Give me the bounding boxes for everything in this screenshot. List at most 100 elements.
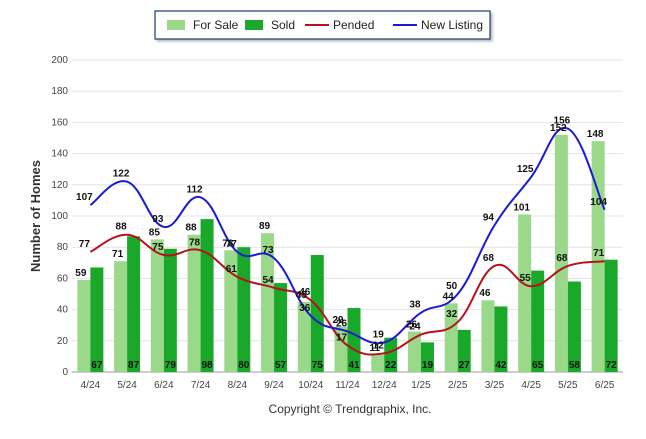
legend: For Sale Sold Pended New Listing: [154, 10, 491, 40]
bar-for-sale: [77, 279, 91, 372]
bar-for-sale: [297, 301, 311, 372]
copyright-footer: Copyright © Trendgraphix, Inc.: [269, 402, 432, 416]
bar-for-sale: [481, 300, 495, 372]
data-label-new-listing: 112: [186, 184, 203, 195]
data-label-for-sale: 89: [259, 221, 271, 232]
data-label-pended: 46: [299, 287, 311, 298]
data-label-new-listing: 19: [373, 329, 385, 340]
x-tick-label: 3/25: [485, 380, 505, 391]
y-tick-label: 180: [51, 86, 68, 97]
axis-layer: 0 20 40 60 80 100 120 140 160 180 200 4/24 5/24 6/24 7…: [51, 55, 614, 391]
data-label-sold: 80: [238, 360, 250, 371]
data-label-sold: 19: [422, 360, 434, 371]
data-label-for-sale: 88: [186, 223, 198, 234]
legend-label-pended: Pended: [333, 18, 374, 32]
bar-for-sale: [407, 331, 421, 372]
data-label-sold: 87: [128, 360, 140, 371]
x-tick-label: 7/24: [191, 380, 211, 391]
x-tick-label: 6/25: [595, 380, 615, 391]
data-label-pended: 17: [336, 332, 348, 343]
data-label-new-listing: 122: [113, 169, 130, 180]
bar-for-sale: [444, 303, 458, 372]
legend-swatch-sold: [245, 20, 263, 30]
data-label-for-sale: 59: [75, 268, 87, 279]
data-label-sold: 42: [495, 360, 507, 371]
data-label-new-listing: 107: [76, 192, 93, 203]
bars-layer: [77, 134, 618, 372]
data-label-new-listing: 36: [299, 303, 311, 314]
data-label-for-sale: 148: [587, 129, 604, 140]
bar-sold: [384, 337, 398, 372]
y-tick-label: 60: [57, 273, 69, 284]
data-label-pended: 75: [152, 242, 164, 253]
data-label-pended: 68: [483, 253, 495, 264]
bar-for-sale: [261, 233, 275, 372]
data-label-new-listing: 94: [483, 212, 495, 223]
data-label-pended: 12: [373, 340, 385, 351]
data-label-new-listing: 50: [446, 281, 458, 292]
bar-sold: [604, 259, 618, 372]
y-tick-label: 0: [62, 367, 68, 378]
data-label-new-listing: 38: [409, 300, 421, 311]
data-label-pended: 88: [116, 222, 128, 233]
data-label-sold: 57: [275, 360, 287, 371]
data-label-new-listing: 73: [262, 245, 274, 256]
bar-sold: [531, 270, 545, 372]
y-tick-label: 100: [51, 211, 68, 222]
legend-label-for-sale: For Sale: [193, 18, 239, 32]
data-label-sold: 58: [569, 360, 581, 371]
data-label-sold: 72: [606, 360, 618, 371]
bar-sold: [347, 308, 361, 372]
data-label-for-sale: 44: [443, 291, 455, 302]
bar-sold: [90, 267, 104, 372]
data-label-pended: 24: [409, 322, 421, 333]
bar-sold: [274, 283, 288, 372]
bar-for-sale: [518, 214, 532, 372]
bar-for-sale: [224, 250, 238, 372]
y-tick-label: 120: [51, 180, 68, 191]
data-label-pended: 55: [520, 273, 532, 284]
data-label-sold: 79: [165, 360, 177, 371]
data-label-sold: 41: [348, 360, 360, 371]
data-label-new-listing: 26: [336, 318, 348, 329]
bar-sold: [457, 329, 471, 372]
x-tick-label: 2/25: [448, 380, 468, 391]
y-tick-label: 140: [51, 149, 68, 160]
x-tick-label: 5/24: [117, 380, 137, 391]
data-label-for-sale: 45: [296, 290, 308, 301]
data-label-pended: 54: [262, 275, 274, 286]
data-label-new-listing: 77: [226, 239, 238, 250]
data-label-for-sale: 152: [550, 123, 567, 134]
data-label-for-sale: 78: [222, 238, 234, 249]
y-tick-label: 160: [51, 117, 68, 128]
bar-sold: [494, 306, 508, 372]
data-label-for-sale: 71: [112, 249, 124, 260]
bar-sold: [163, 248, 177, 372]
x-tick-label: 1/25: [411, 380, 431, 391]
legend-label-sold: Sold: [271, 18, 295, 32]
bar-sold: [237, 247, 251, 372]
bar-for-sale: [150, 239, 164, 372]
x-tick-label: 12/24: [372, 380, 397, 391]
x-tick-label: 6/24: [154, 380, 174, 391]
bar-sold: [420, 342, 434, 372]
data-label-new-listing: 104: [590, 197, 607, 208]
legend-swatch-for-sale: [167, 20, 185, 30]
x-tick-label: 8/24: [228, 380, 248, 391]
bar-for-sale: [334, 326, 348, 372]
data-label-pended: 71: [593, 248, 605, 259]
x-tick-label: 11/24: [335, 380, 360, 391]
data-label-new-listing: 156: [554, 116, 571, 127]
bar-sold: [200, 219, 214, 372]
data-label-pended: 77: [79, 239, 91, 250]
data-label-pended: 61: [226, 264, 238, 275]
data-label-new-listing: 93: [152, 214, 164, 225]
data-label-for-sale: 26: [406, 319, 418, 330]
data-label-for-sale: 11: [369, 343, 380, 354]
bar-sold: [127, 236, 141, 372]
line-new-listing: [89, 126, 606, 345]
x-tick-label: 10/24: [298, 380, 323, 391]
lines-layer: [89, 126, 606, 356]
